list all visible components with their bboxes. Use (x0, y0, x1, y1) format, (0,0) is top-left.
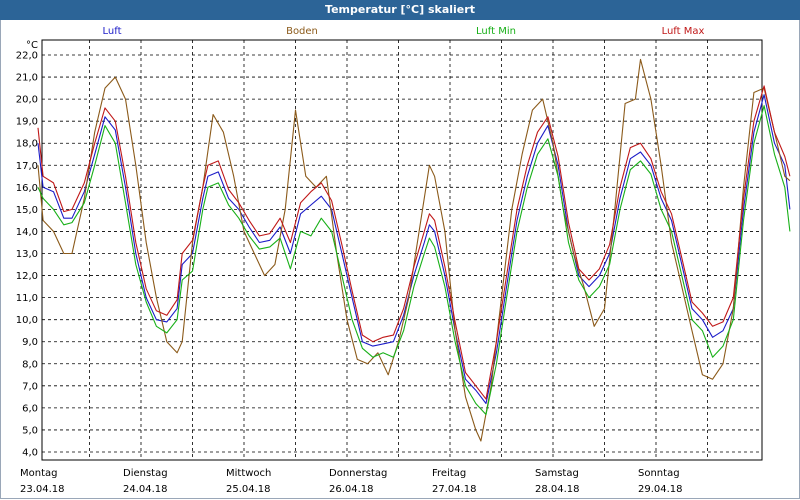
y-tick-label: 20,0 (16, 95, 38, 106)
y-tick-label: 10,0 (16, 315, 38, 326)
chart-title: Temperatur [°C] skaliert (0, 0, 800, 20)
series-line-luft-min (37, 105, 791, 416)
y-tick-label: 18,0 (16, 139, 38, 150)
x-tick-date-label: 26.04.18 (329, 484, 374, 495)
y-tick-label: 8,0 (22, 359, 38, 370)
y-tick-label: 16,0 (16, 183, 38, 194)
y-tick-label: 22,0 (16, 51, 38, 62)
y-tick-label: 5,0 (22, 425, 38, 436)
x-tick-date-label: 28.04.18 (535, 484, 580, 495)
y-tick-label: 21,0 (16, 73, 38, 84)
series-line-luft-max (37, 85, 791, 400)
y-tick-label: 6,0 (22, 403, 38, 414)
legend-entry-luft-max: Luft Max (662, 26, 705, 37)
y-tick-label: 19,0 (16, 117, 38, 128)
x-tick-day-label: Dienstag (123, 468, 168, 479)
x-tick-day-label: Montag (20, 468, 57, 479)
legend-entry-boden: Boden (286, 26, 318, 37)
x-tick-day-label: Mittwoch (226, 468, 271, 479)
series-line-boden (37, 58, 791, 442)
x-tick-date-label: 27.04.18 (432, 484, 477, 495)
y-tick-label: 11,0 (16, 293, 38, 304)
x-tick-date-label: 29.04.18 (638, 484, 683, 495)
y-tick-label: 7,0 (22, 381, 38, 392)
x-tick-date-label: 25.04.18 (226, 484, 271, 495)
series-line-luft (37, 94, 791, 405)
y-tick-label: 17,0 (16, 161, 38, 172)
y-tick-label: 12,0 (16, 271, 38, 282)
plot-area (41, 39, 763, 461)
y-tick-label: 13,0 (16, 249, 38, 260)
y-tick-label: 4,0 (22, 448, 38, 459)
y-tick-label: 14,0 (16, 227, 38, 238)
y-axis-label: °C (26, 40, 38, 51)
x-tick-day-label: Donnerstag (329, 468, 387, 479)
legend-entry-luft-min: Luft Min (476, 26, 516, 37)
y-tick-label: 9,0 (22, 337, 38, 348)
x-tick-date-label: 23.04.18 (20, 484, 65, 495)
x-tick-date-label: 24.04.18 (123, 484, 168, 495)
x-tick-day-label: Sonntag (638, 468, 680, 479)
x-tick-day-label: Freitag (432, 468, 466, 479)
legend-entry-luft: Luft (103, 26, 122, 37)
y-tick-label: 15,0 (16, 205, 38, 216)
x-tick-day-label: Samstag (535, 468, 579, 479)
